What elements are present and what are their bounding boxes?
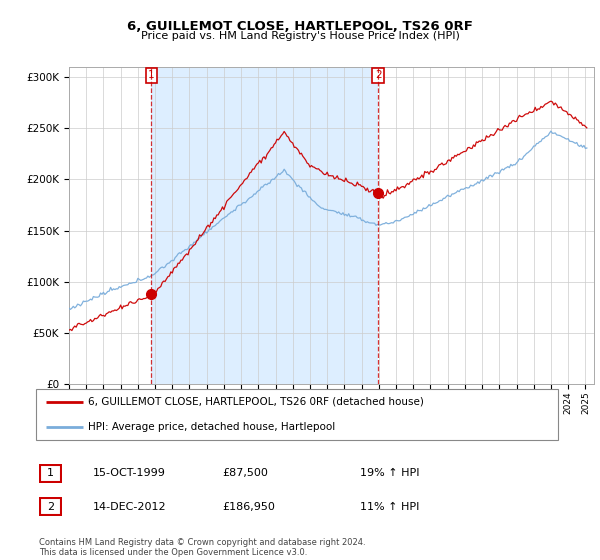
- Text: 19% ↑ HPI: 19% ↑ HPI: [360, 468, 419, 478]
- Text: 1: 1: [47, 468, 54, 478]
- Text: 2: 2: [47, 502, 54, 512]
- Text: £186,950: £186,950: [222, 502, 275, 512]
- Text: 1: 1: [148, 70, 155, 80]
- Text: 14-DEC-2012: 14-DEC-2012: [93, 502, 167, 512]
- Text: Price paid vs. HM Land Registry's House Price Index (HPI): Price paid vs. HM Land Registry's House …: [140, 31, 460, 41]
- Text: 15-OCT-1999: 15-OCT-1999: [93, 468, 166, 478]
- Text: 2: 2: [375, 70, 382, 80]
- FancyBboxPatch shape: [40, 498, 61, 515]
- Text: HPI: Average price, detached house, Hartlepool: HPI: Average price, detached house, Hart…: [88, 422, 335, 432]
- Text: 6, GUILLEMOT CLOSE, HARTLEPOOL, TS26 0RF: 6, GUILLEMOT CLOSE, HARTLEPOOL, TS26 0RF: [127, 20, 473, 32]
- FancyBboxPatch shape: [40, 465, 61, 482]
- Text: 6, GUILLEMOT CLOSE, HARTLEPOOL, TS26 0RF (detached house): 6, GUILLEMOT CLOSE, HARTLEPOOL, TS26 0RF…: [88, 397, 424, 407]
- Text: £87,500: £87,500: [222, 468, 268, 478]
- Bar: [151, 67, 378, 384]
- Text: 11% ↑ HPI: 11% ↑ HPI: [360, 502, 419, 512]
- FancyBboxPatch shape: [36, 389, 558, 440]
- Text: Contains HM Land Registry data © Crown copyright and database right 2024.
This d: Contains HM Land Registry data © Crown c…: [39, 538, 365, 557]
